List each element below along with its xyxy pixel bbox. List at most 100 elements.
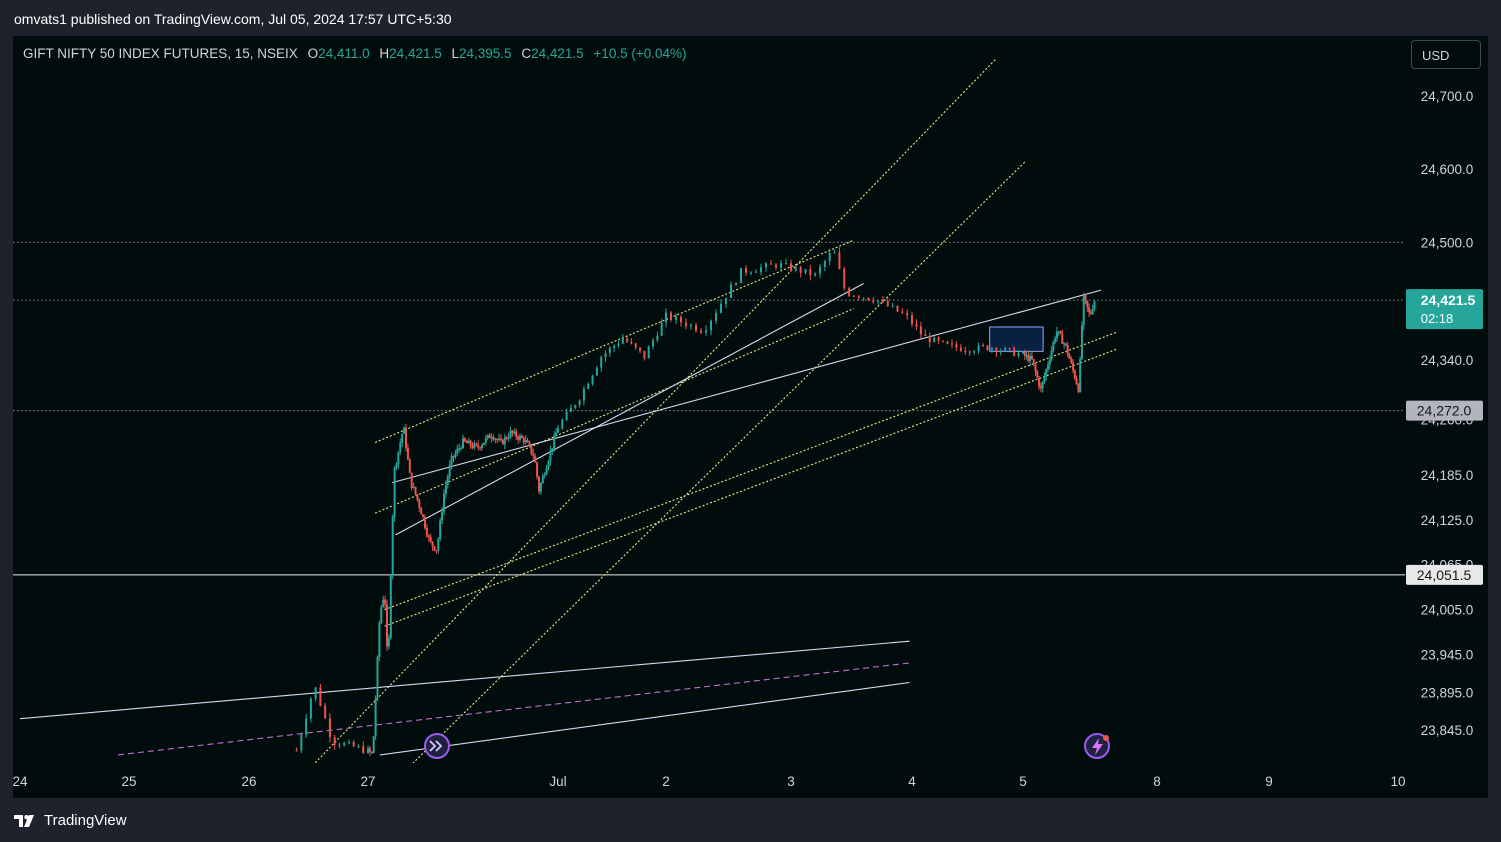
- candle: [482, 442, 485, 446]
- x-tick-label: 4: [908, 774, 916, 789]
- candle: [911, 311, 913, 327]
- candle: [760, 263, 762, 276]
- candle: [867, 297, 870, 302]
- candle: [670, 310, 672, 322]
- candle: [425, 523, 428, 538]
- candle: [600, 355, 603, 372]
- x-tick-label: Jul: [549, 774, 566, 789]
- candle: [374, 695, 377, 740]
- svg-text:24,051.5: 24,051.5: [1417, 567, 1472, 583]
- candle: [725, 297, 727, 308]
- candle: [750, 271, 752, 276]
- candle: [376, 655, 379, 702]
- candle: [968, 350, 971, 356]
- candle: [511, 429, 514, 437]
- candle: [505, 435, 508, 441]
- currency-button[interactable]: USD: [1411, 40, 1481, 69]
- candle: [647, 345, 650, 359]
- candle: [399, 438, 402, 455]
- candle: [977, 342, 980, 354]
- trendline-4[interactable]: [384, 331, 1117, 611]
- trendline-2[interactable]: [374, 239, 855, 443]
- lightning-event-icon[interactable]: [1084, 733, 1110, 759]
- candle: [675, 313, 677, 325]
- candle: [1073, 368, 1076, 381]
- candle: [613, 344, 616, 352]
- close-label: C: [521, 46, 532, 61]
- candle: [328, 713, 331, 743]
- candle: [420, 506, 423, 515]
- price-label-1[interactable]: 24,051.5: [1406, 564, 1483, 585]
- candle: [561, 418, 564, 430]
- trendline-6[interactable]: [392, 289, 1102, 484]
- candle: [690, 323, 692, 330]
- candle: [823, 259, 826, 272]
- candle: [475, 442, 478, 447]
- x-tick-label: 10: [1390, 774, 1405, 789]
- candle: [378, 620, 381, 662]
- replay-marker-icon[interactable]: [424, 733, 450, 759]
- candle: [441, 506, 444, 525]
- candle: [406, 443, 409, 461]
- trendline-5[interactable]: [384, 348, 1117, 627]
- candle: [626, 336, 629, 343]
- candle: [838, 247, 841, 270]
- candle: [574, 404, 577, 410]
- candle: [1088, 303, 1091, 317]
- candle: [541, 473, 544, 484]
- price-label-0[interactable]: 24,272.0: [1406, 400, 1483, 421]
- candle: [431, 541, 434, 551]
- candle: [852, 294, 855, 298]
- candle: [1050, 346, 1053, 362]
- candle: [456, 444, 459, 456]
- candle: [384, 595, 387, 609]
- price-countdown: 02:18: [1421, 311, 1454, 326]
- candle: [446, 473, 449, 489]
- high-value: 24,421.5: [389, 46, 442, 61]
- chart-area[interactable]: [13, 36, 1488, 798]
- candle: [437, 537, 440, 554]
- y-tick-label: 23,845.0: [1421, 723, 1474, 738]
- last-price-tag[interactable]: 24,421.5 02:18: [1406, 289, 1483, 330]
- candle: [1061, 329, 1064, 344]
- candle: [368, 746, 371, 756]
- trendline-3[interactable]: [374, 308, 855, 514]
- candle: [503, 434, 506, 450]
- candle: [333, 734, 336, 750]
- candle: [401, 433, 404, 447]
- candle: [710, 319, 712, 336]
- candle: [454, 449, 457, 460]
- candle: [1063, 341, 1066, 349]
- rectangle-zone[interactable]: [989, 326, 1044, 352]
- candle: [389, 574, 392, 640]
- trendline-10[interactable]: [118, 662, 910, 756]
- candle: [656, 331, 659, 343]
- candle: [1036, 369, 1039, 379]
- candle: [582, 386, 585, 406]
- candle: [543, 472, 546, 479]
- candle: [343, 741, 346, 747]
- trendline-7[interactable]: [395, 283, 864, 536]
- candle: [362, 741, 365, 755]
- candle: [1072, 359, 1075, 374]
- candle: [1068, 352, 1071, 360]
- candle: [1077, 383, 1080, 394]
- trendline-1[interactable]: [381, 161, 1026, 795]
- candle: [314, 686, 317, 702]
- trendline-8[interactable]: [19, 640, 910, 720]
- brand[interactable]: TradingView: [14, 812, 127, 829]
- x-tick-label: 8: [1153, 774, 1161, 789]
- candle: [809, 264, 812, 281]
- candle: [1029, 352, 1032, 367]
- candle: [429, 533, 432, 544]
- candle: [501, 438, 504, 445]
- symbol-name[interactable]: GIFT NIFTY 50 INDEX FUTURES, 15, NSEIX: [23, 46, 298, 61]
- candle: [391, 514, 394, 580]
- trendline-0[interactable]: [285, 59, 996, 795]
- candle: [496, 437, 499, 443]
- candle: [490, 433, 493, 443]
- candle: [452, 455, 455, 463]
- trendline-9[interactable]: [379, 681, 910, 756]
- candle: [405, 423, 407, 452]
